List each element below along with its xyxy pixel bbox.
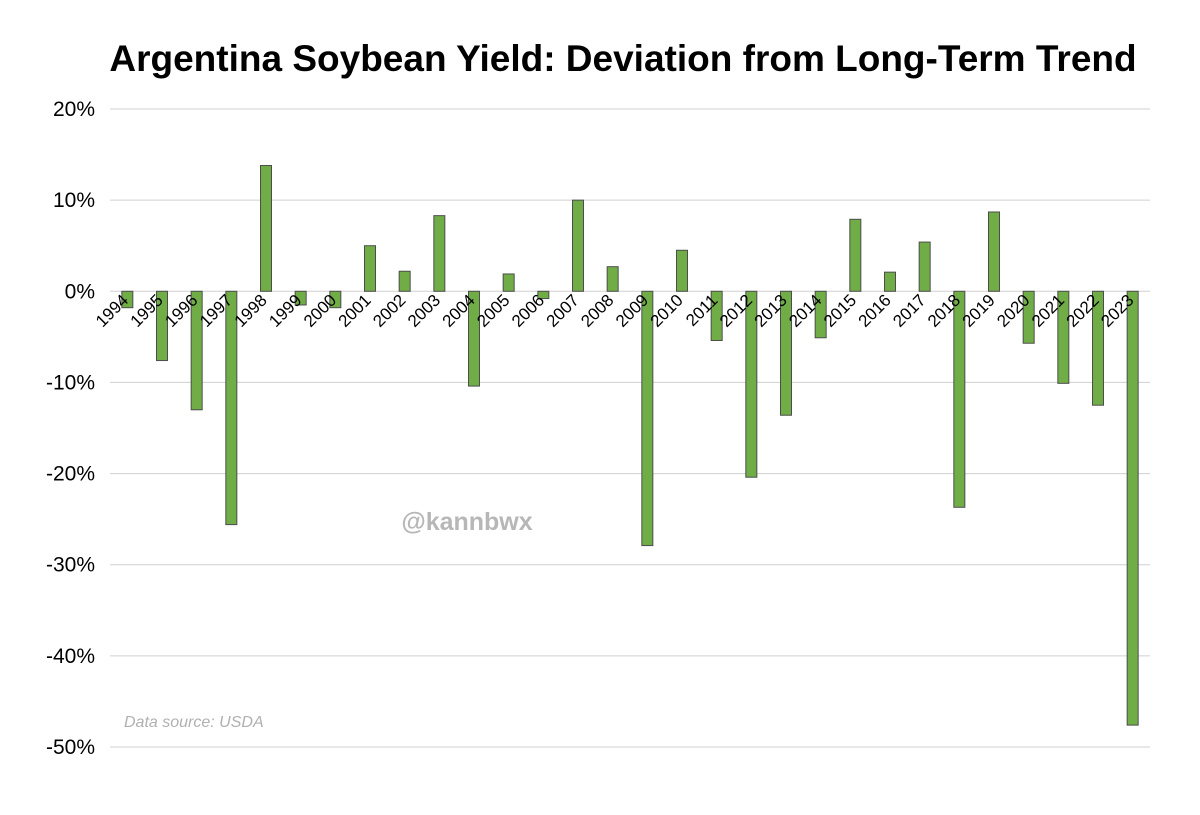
bar-1995 <box>156 290 168 362</box>
bar-2010 <box>676 249 688 292</box>
bar-2020 <box>1022 290 1035 344</box>
bar-2001 <box>364 245 376 292</box>
source-note: Data source: USDA <box>124 714 264 731</box>
bar-2000 <box>329 290 342 309</box>
bar-1994 <box>121 290 134 309</box>
bar-2015 <box>849 218 862 292</box>
bar-2019 <box>988 211 1000 292</box>
x-axis-tick-labels: 1994199519961997199819992000200120022003… <box>92 291 1138 331</box>
bar-1999 <box>294 290 307 306</box>
bar-2016 <box>884 271 896 292</box>
x-tick-label: 2008 <box>577 291 617 331</box>
watermark: @kannbwx <box>401 508 532 536</box>
bar-2017 <box>918 241 931 292</box>
y-tick-label: -20% <box>46 463 95 486</box>
gridlines <box>110 108 1150 748</box>
bar-2005 <box>502 273 515 292</box>
bar-2014 <box>814 290 827 339</box>
bar-1997 <box>225 290 238 526</box>
bar-2009 <box>641 290 654 547</box>
bar-2012 <box>745 290 758 478</box>
x-tick-label: 2002 <box>369 291 409 331</box>
x-tick-label: 2003 <box>404 291 444 331</box>
bar-2011 <box>710 290 723 342</box>
y-tick-label: -40% <box>46 645 95 668</box>
bar-2002 <box>398 270 411 292</box>
bar-2018 <box>953 290 966 508</box>
bar-2022 <box>1092 290 1104 406</box>
bar-2004 <box>468 290 480 387</box>
bar-1996 <box>190 290 203 411</box>
bar-2008 <box>606 266 619 292</box>
y-tick-label: 10% <box>53 189 95 212</box>
y-tick-label: -50% <box>46 736 95 759</box>
bar-2006 <box>537 290 550 300</box>
y-tick-label: -30% <box>46 554 95 577</box>
bar-2013 <box>780 290 792 416</box>
bar-2003 <box>433 215 446 292</box>
bar-1998 <box>260 165 272 292</box>
x-tick-label: 2017 <box>889 291 929 331</box>
y-tick-label: 20% <box>53 98 95 121</box>
y-tick-label: -10% <box>46 371 95 394</box>
bar-2007 <box>572 199 584 292</box>
bar-2021 <box>1057 290 1070 384</box>
y-axis-tick-labels: 20% 10% 0% -10% -20% -30% -40% -50% <box>46 98 95 759</box>
x-tick-label: 2016 <box>855 291 895 331</box>
bar-2023 <box>1126 290 1139 726</box>
y-tick-label: 0% <box>65 280 95 303</box>
chart-title: Argentina Soybean Yield: Deviation from … <box>109 38 1137 79</box>
bars <box>121 165 1139 726</box>
